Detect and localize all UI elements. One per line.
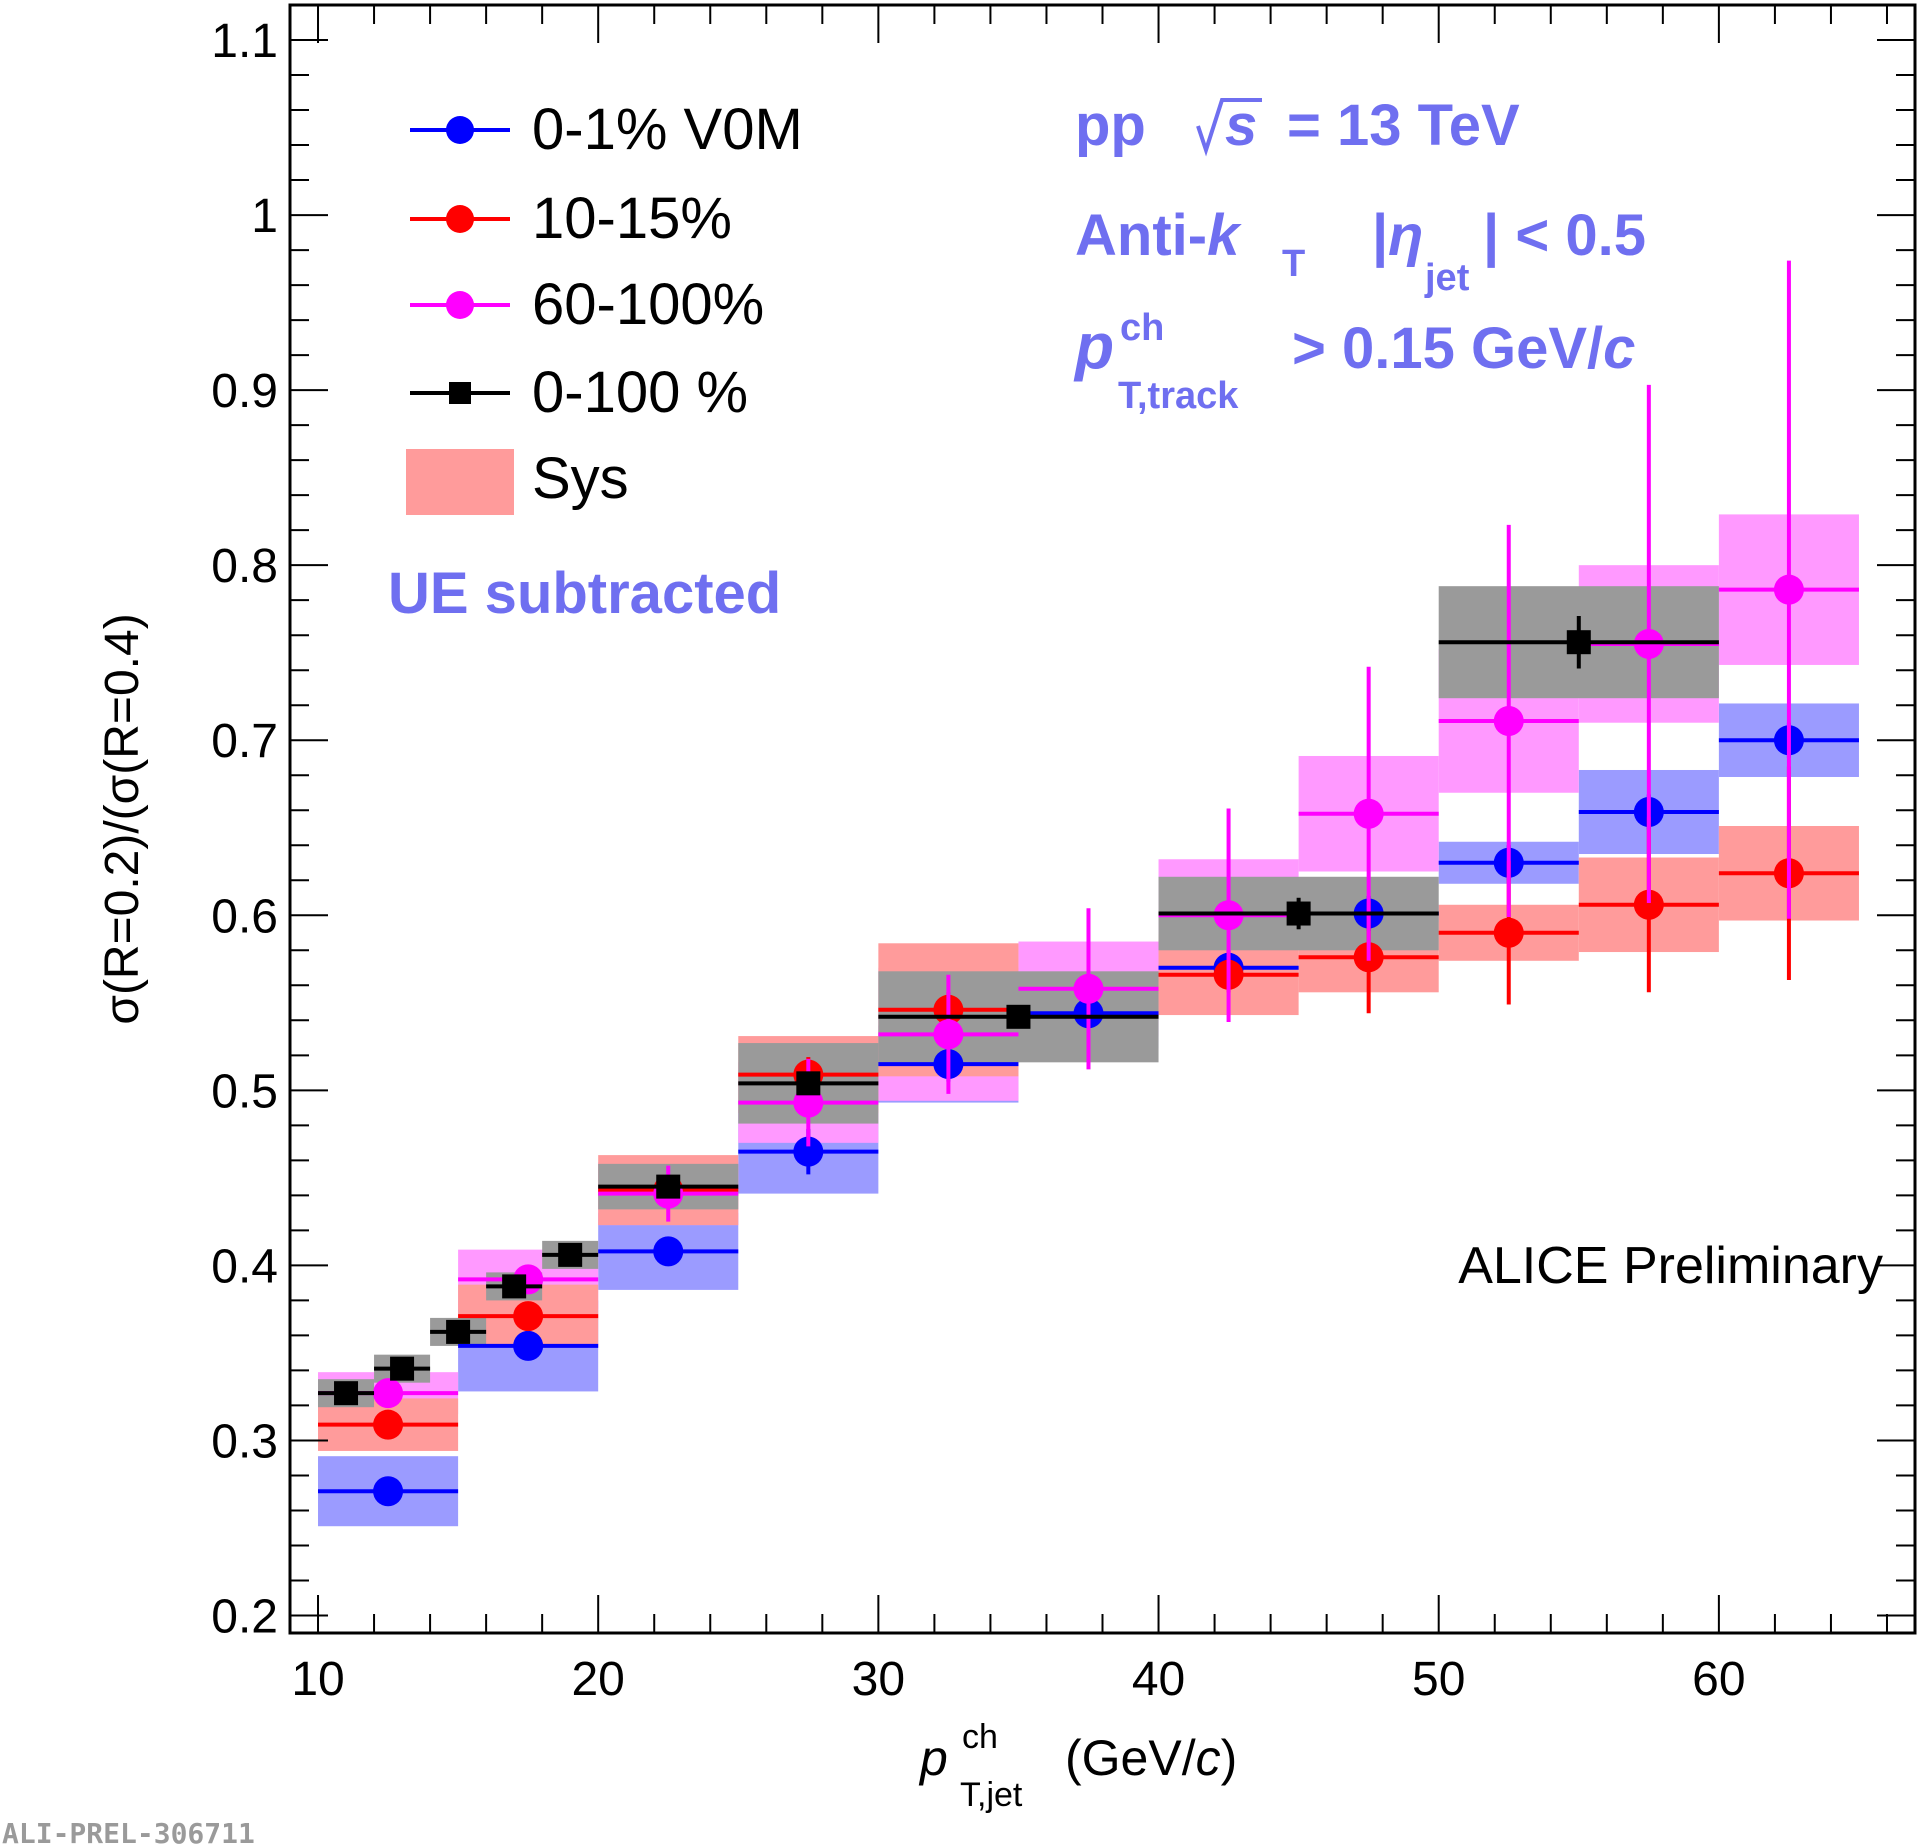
legend-marker-magenta xyxy=(446,291,474,319)
alice-preliminary-label: ALICE Preliminary xyxy=(1458,1237,1883,1295)
legend-entry-v0m-0-1: 0-1% V0M xyxy=(410,97,803,162)
annotation-eta: η xyxy=(1388,203,1423,268)
x-axis-var: p xyxy=(918,1730,948,1786)
annotation-pp: pp xyxy=(1075,93,1146,158)
data-point xyxy=(1493,705,1524,736)
data-point xyxy=(373,1378,404,1409)
annotation-eta-open: | xyxy=(1372,203,1388,268)
x-axis-title: p ch T,jet (GeV/c) xyxy=(918,1718,1237,1814)
x-tick-label: 10 xyxy=(291,1653,344,1706)
legend-entry-sys: Sys xyxy=(406,446,629,515)
legend-entry-v0m-0-100: 0-100 % xyxy=(410,360,748,425)
sqrt-symbol xyxy=(1196,98,1262,157)
data-point xyxy=(653,1236,684,1267)
y-tick-label: 0.7 xyxy=(211,715,278,768)
data-point xyxy=(373,1409,404,1440)
legend-label: Sys xyxy=(532,446,629,511)
x-axis-sub: T,jet xyxy=(960,1776,1023,1814)
y-axis-title: σ(R=0.2)/(σ(R=0.4) xyxy=(96,613,149,1024)
x-axis-sup: ch xyxy=(962,1718,998,1756)
data-point xyxy=(933,1019,964,1050)
data-point xyxy=(1566,630,1591,655)
annotation-track-sup: ch xyxy=(1120,307,1164,349)
annotation-system: pp s = 13 TeV xyxy=(1075,93,1520,158)
figure-id: ALI-PREL-306711 xyxy=(2,1817,255,1848)
legend-label: 60-100% xyxy=(532,272,764,337)
data-point xyxy=(513,1301,544,1332)
annotation-eta-sub: jet xyxy=(1424,257,1470,299)
data-point xyxy=(1633,889,1664,920)
legend-marker-red xyxy=(446,205,474,233)
legend-label: 0-100 % xyxy=(532,360,748,425)
annotation-eta-cut: | < 0.5 xyxy=(1483,203,1646,268)
y-tick-label: 0.6 xyxy=(211,890,278,943)
x-tick-label: 40 xyxy=(1132,1653,1185,1706)
y-tick-label: 1.1 xyxy=(211,15,278,68)
y-tick-label: 0.5 xyxy=(211,1065,278,1118)
legend-marker-black xyxy=(449,382,471,404)
data-point xyxy=(334,1381,359,1406)
data-point xyxy=(1073,973,1104,1004)
data-point xyxy=(513,1330,544,1361)
legend-marker-sys xyxy=(406,449,514,515)
data-point xyxy=(1286,901,1311,926)
data-point xyxy=(796,1071,821,1096)
data-series xyxy=(318,260,1859,1507)
annotation-track-cut-value: > 0.15 GeV/c xyxy=(1292,316,1635,381)
y-tick-label: 0.3 xyxy=(211,1415,278,1468)
x-tick-label: 30 xyxy=(852,1653,905,1706)
annotation-track-sub: T,track xyxy=(1118,375,1239,417)
legend-label: 0-1% V0M xyxy=(532,97,803,162)
data-point xyxy=(1006,1004,1031,1029)
legend-entry-v0m-10-15: 10-15% xyxy=(410,186,732,251)
annotation-k-sub: T xyxy=(1282,243,1305,285)
annotation-energy: = 13 TeV xyxy=(1287,93,1520,158)
annotation-sqrt-s: s xyxy=(1225,93,1257,158)
ue-subtracted-label: UE subtracted xyxy=(388,561,781,626)
x-axis-unit: (GeV/c) xyxy=(1065,1730,1237,1786)
data-point xyxy=(1773,574,1804,605)
data-point xyxy=(656,1174,681,1199)
legend-marker-blue xyxy=(446,116,474,144)
data-point xyxy=(558,1242,583,1267)
axis-ticks xyxy=(290,5,1915,1633)
data-point xyxy=(1353,798,1384,829)
data-point xyxy=(373,1476,404,1507)
y-tick-label: 1 xyxy=(251,190,278,243)
data-point xyxy=(793,1136,824,1167)
legend-entry-v0m-60-100: 60-100% xyxy=(410,272,764,337)
axis-tick-labels: 10 20 30 40 50 60 0.2 0.3 0.4 0.5 0.6 0.7 0.8 0.9 1 1.1 xyxy=(211,15,1745,1706)
annotation-track-cut: p ch T,track > 0.15 GeV/c xyxy=(1073,307,1635,417)
annotation-antikt: Anti-k xyxy=(1075,203,1242,268)
data-point xyxy=(390,1356,415,1381)
y-tick-label: 0.4 xyxy=(211,1240,278,1293)
y-tick-label: 0.8 xyxy=(211,540,278,593)
y-tick-label: 0.2 xyxy=(211,1590,278,1643)
data-point xyxy=(446,1319,471,1344)
data-point xyxy=(502,1274,527,1299)
annotation-algorithm: Anti-k T | η jet | < 0.5 xyxy=(1075,203,1646,299)
data-point xyxy=(1493,917,1524,948)
x-tick-label: 20 xyxy=(571,1653,624,1706)
legend: 0-1% V0M 10-15% 60-100% 0-100 % Sys xyxy=(406,97,803,515)
annotation-track-p: p xyxy=(1073,310,1114,382)
legend-label: 10-15% xyxy=(532,186,732,251)
series-v0m-0-100 xyxy=(318,615,1719,1406)
x-tick-label: 50 xyxy=(1412,1653,1465,1706)
y-tick-label: 0.9 xyxy=(211,365,278,418)
x-tick-label: 60 xyxy=(1692,1653,1745,1706)
